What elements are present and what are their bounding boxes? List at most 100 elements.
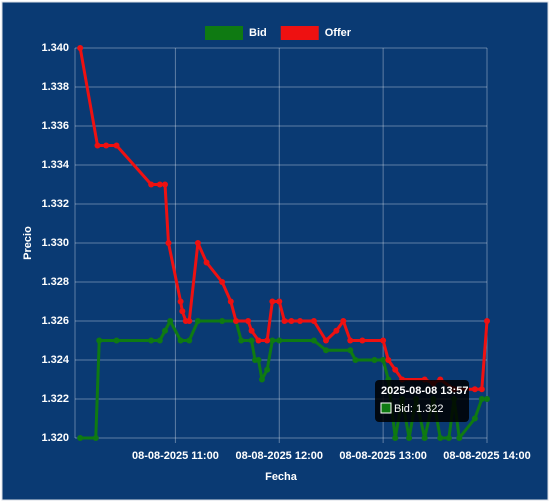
x-tick-label: 08-08-2025 14:00 bbox=[443, 450, 530, 462]
data-point bbox=[162, 327, 169, 334]
data-point bbox=[219, 279, 226, 285]
data-point bbox=[227, 298, 234, 305]
legend-label: Bid bbox=[249, 27, 267, 39]
data-point bbox=[359, 337, 366, 344]
data-point bbox=[323, 337, 330, 344]
tooltip-swatch bbox=[380, 402, 392, 414]
y-tick-label: 1.326 bbox=[41, 315, 69, 327]
data-point bbox=[186, 337, 193, 344]
data-point bbox=[484, 318, 490, 324]
data-point bbox=[484, 396, 490, 402]
data-point bbox=[186, 318, 193, 324]
legend-swatch bbox=[205, 26, 243, 40]
y-tick-label: 1.336 bbox=[41, 120, 69, 132]
data-point bbox=[179, 308, 186, 315]
data-point bbox=[310, 318, 317, 324]
data-point bbox=[156, 181, 163, 188]
data-point bbox=[232, 318, 239, 324]
data-point bbox=[203, 259, 210, 266]
y-tick-label: 1.338 bbox=[41, 81, 69, 93]
tooltip-label: Bid: 1.322 bbox=[394, 403, 444, 415]
data-point bbox=[255, 357, 262, 363]
data-point bbox=[276, 337, 283, 344]
data-point bbox=[92, 435, 99, 441]
data-point bbox=[94, 142, 101, 149]
data-point bbox=[445, 435, 452, 441]
data-point bbox=[371, 357, 378, 363]
data-point bbox=[288, 318, 295, 324]
data-point bbox=[113, 142, 120, 149]
data-point bbox=[162, 181, 169, 188]
data-point bbox=[437, 435, 444, 441]
data-point bbox=[264, 366, 271, 373]
data-point bbox=[194, 240, 201, 246]
data-point bbox=[177, 337, 184, 344]
data-point bbox=[478, 386, 485, 393]
data-point bbox=[352, 357, 359, 363]
data-point bbox=[156, 337, 163, 344]
data-point bbox=[385, 357, 392, 363]
data-point bbox=[148, 181, 155, 188]
data-point bbox=[297, 318, 304, 324]
tooltip-box bbox=[375, 380, 469, 422]
data-point bbox=[478, 396, 485, 402]
data-point bbox=[238, 337, 245, 344]
data-point bbox=[165, 240, 172, 246]
data-point bbox=[310, 337, 317, 344]
x-tick-label: 08-08-2025 12:00 bbox=[236, 450, 323, 462]
data-point bbox=[406, 435, 413, 441]
data-point bbox=[96, 337, 103, 344]
data-point bbox=[323, 347, 330, 354]
data-point bbox=[471, 386, 478, 393]
tooltip-title: 2025-08-08 13:57 bbox=[381, 385, 468, 397]
y-tick-label: 1.332 bbox=[41, 198, 69, 210]
data-point bbox=[392, 366, 399, 373]
data-point bbox=[333, 327, 340, 334]
data-point bbox=[194, 318, 201, 324]
data-point bbox=[248, 337, 255, 344]
data-point bbox=[276, 298, 283, 305]
y-tick-label: 1.340 bbox=[41, 42, 69, 54]
data-point bbox=[167, 318, 174, 324]
data-point bbox=[380, 357, 387, 363]
data-point bbox=[421, 435, 428, 441]
data-point bbox=[113, 337, 120, 344]
legend-swatch bbox=[280, 26, 319, 40]
data-point bbox=[269, 337, 276, 344]
y-tick-label: 1.324 bbox=[41, 354, 69, 366]
y-tick-label: 1.334 bbox=[41, 159, 69, 171]
data-point bbox=[281, 318, 288, 324]
data-point bbox=[456, 435, 463, 441]
data-point bbox=[245, 318, 252, 324]
data-point bbox=[148, 337, 155, 344]
data-point bbox=[219, 318, 226, 324]
data-point bbox=[264, 337, 271, 344]
x-tick-label: 08-08-2025 13:00 bbox=[339, 450, 426, 462]
legend: Bid Offer bbox=[205, 26, 352, 40]
data-point bbox=[258, 376, 265, 383]
data-point bbox=[347, 337, 354, 344]
data-point bbox=[255, 337, 262, 344]
data-point bbox=[269, 298, 276, 305]
y-tick-label: 1.320 bbox=[41, 432, 69, 444]
data-point bbox=[380, 337, 387, 344]
legend-label: Offer bbox=[325, 27, 352, 39]
tooltip: 2025-08-08 13:57 Bid: 1.322 bbox=[375, 380, 469, 422]
data-point bbox=[392, 435, 399, 441]
data-point bbox=[77, 45, 84, 51]
x-tick-label: 08-08-2025 11:00 bbox=[132, 450, 219, 462]
y-axis-title: Precio bbox=[22, 226, 34, 260]
data-point bbox=[103, 142, 110, 149]
data-point bbox=[77, 435, 84, 441]
y-tick-label: 1.322 bbox=[41, 393, 69, 405]
data-point bbox=[248, 327, 255, 334]
y-tick-label: 1.330 bbox=[41, 237, 69, 249]
data-point bbox=[347, 347, 354, 354]
y-tick-label: 1.328 bbox=[41, 276, 69, 288]
data-point bbox=[177, 298, 184, 305]
data-point bbox=[340, 318, 347, 324]
x-axis-title: Fecha bbox=[265, 471, 298, 483]
data-point bbox=[471, 415, 478, 422]
